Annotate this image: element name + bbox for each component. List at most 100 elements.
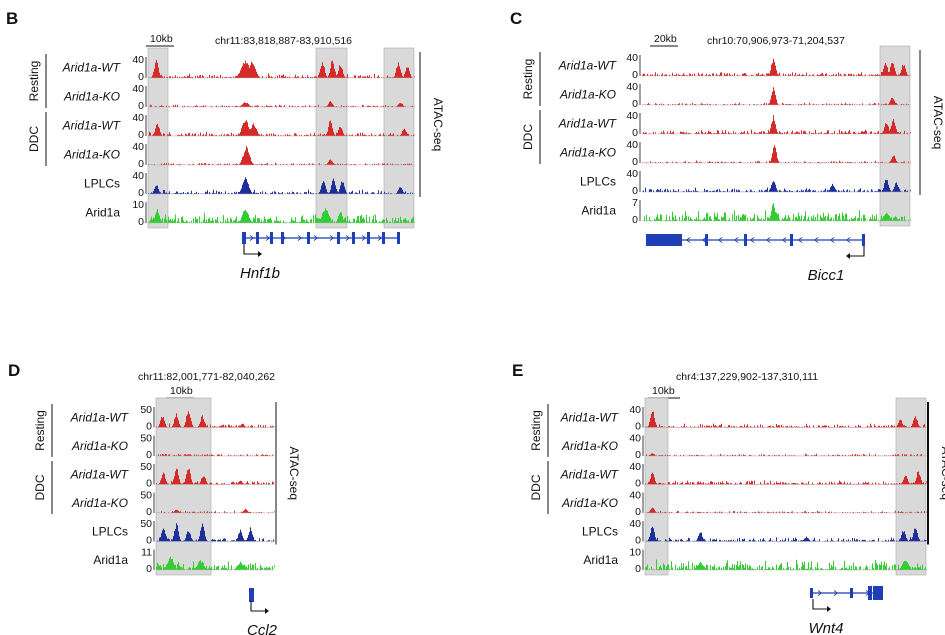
axis-max: 50 — [140, 404, 152, 416]
track-3: Arid1a-WT 40 0 — [560, 461, 927, 490]
strand-arrow — [669, 237, 675, 243]
signal-area — [156, 411, 275, 428]
axis-min: 0 — [138, 100, 144, 112]
highlight-region — [644, 397, 669, 576]
gene-name: Ccl2 — [247, 622, 278, 635]
track-label: Arid1a-WT — [62, 119, 122, 133]
track-label: Arid1a-KO — [71, 439, 128, 453]
axis-min: 0 — [635, 535, 641, 547]
gene-exon — [862, 234, 865, 246]
strand-arrow — [749, 237, 755, 243]
group-label: Resting — [529, 410, 543, 451]
axis-min: 0 — [146, 478, 152, 490]
highlight-region — [147, 47, 169, 229]
track-2: Arid1a-KO 40 0 — [561, 433, 927, 461]
strand-arrow — [717, 237, 723, 243]
gene-exon — [382, 232, 385, 244]
track-label: Arid1a — [93, 553, 128, 567]
signal-area — [642, 58, 911, 76]
genomic-coordinates: chr11:83,818,887-83,910,516 — [215, 35, 352, 47]
gene-model — [646, 234, 865, 259]
signal-area — [148, 101, 415, 107]
tss-arrowhead — [258, 251, 262, 257]
signal-area — [645, 507, 927, 513]
track-label: Arid1a-WT — [70, 467, 130, 481]
axis-min: 0 — [635, 478, 641, 490]
axis-max: 50 — [140, 518, 152, 530]
track-label: Arid1a-WT — [560, 410, 620, 424]
track-2: Arid1a-KO 40 0 — [63, 83, 415, 112]
group-label: DDC — [27, 126, 41, 152]
gene-model — [242, 232, 400, 257]
track-label: Arid1a-WT — [70, 410, 130, 424]
track-3: Arid1a-WT 40 0 — [62, 112, 415, 141]
axis-min: 0 — [632, 98, 638, 110]
track-3: Arid1a-WT 40 0 — [558, 110, 911, 139]
strand-arrow — [849, 590, 855, 596]
gene-name: Wnt4 — [808, 620, 843, 635]
strand-arrow — [249, 235, 255, 241]
signal-area — [156, 523, 275, 542]
strand-arrow — [685, 237, 691, 243]
gene-exon — [810, 588, 813, 598]
axis-min: 0 — [138, 216, 144, 228]
axis-min: 0 — [635, 421, 641, 433]
strand-arrow — [701, 237, 707, 243]
axis-max: 50 — [140, 461, 152, 473]
gene-exon — [850, 588, 853, 598]
gene-exon — [744, 234, 747, 246]
scale-bar-label: 10kb — [652, 385, 675, 397]
axis-min: 0 — [146, 421, 152, 433]
axis-max: 40 — [626, 139, 638, 151]
axis-max: 10 — [629, 547, 641, 559]
axis-min: 0 — [632, 69, 638, 81]
axis-max: 40 — [626, 81, 638, 93]
track-label: Arid1a-KO — [561, 496, 618, 510]
group-label: Resting — [521, 59, 535, 100]
signal-area — [642, 179, 911, 192]
axis-min: 0 — [138, 158, 144, 170]
signal-area — [642, 115, 911, 134]
axis-min: 0 — [635, 563, 641, 575]
track-label: Arid1a-KO — [63, 148, 120, 162]
tss-arrow — [250, 601, 265, 612]
strand-arrow — [345, 235, 351, 241]
strand-arrow — [865, 590, 871, 596]
track-4: Arid1a-KO 50 0 — [71, 490, 275, 518]
genomic-coordinates: chr4:137,229,902-137,310,111 — [676, 371, 818, 383]
axis-max: 7 — [632, 197, 638, 209]
axis-min: 0 — [635, 506, 641, 518]
signal-area — [642, 87, 911, 105]
axis-max: 40 — [626, 52, 638, 64]
gene-exon — [307, 232, 310, 244]
strand-arrow — [733, 237, 739, 243]
group-label: Resting — [27, 61, 41, 102]
panel-label: D — [8, 361, 20, 380]
axis-max: 50 — [140, 490, 152, 502]
axis-min: 0 — [632, 214, 638, 226]
strand-arrow — [361, 235, 367, 241]
gene-exon — [249, 588, 254, 602]
genomic-coordinates: chr11:82,001,771-82,040,262 — [138, 371, 275, 383]
scale-bar-label: 20kb — [654, 33, 677, 45]
strand-arrow — [377, 235, 383, 241]
track-label: Arid1a — [583, 553, 618, 567]
axis-max: 40 — [629, 490, 641, 502]
signal-area — [645, 453, 927, 456]
track-4: Arid1a-KO 40 0 — [63, 141, 415, 170]
axis-max: 40 — [626, 168, 638, 180]
tss-arrowhead — [265, 608, 269, 614]
track-label: Arid1a-KO — [559, 146, 616, 160]
axis-min: 0 — [632, 127, 638, 139]
group-label: DDC — [529, 474, 543, 500]
axis-min: 0 — [138, 129, 144, 141]
gene-exon — [790, 234, 793, 246]
signal-area — [148, 177, 415, 194]
gene-exon — [256, 232, 259, 244]
strand-arrow — [653, 237, 659, 243]
axis-max: 50 — [140, 433, 152, 445]
track-label: Arid1a — [581, 204, 616, 218]
track-label: Arid1a-KO — [561, 439, 618, 453]
